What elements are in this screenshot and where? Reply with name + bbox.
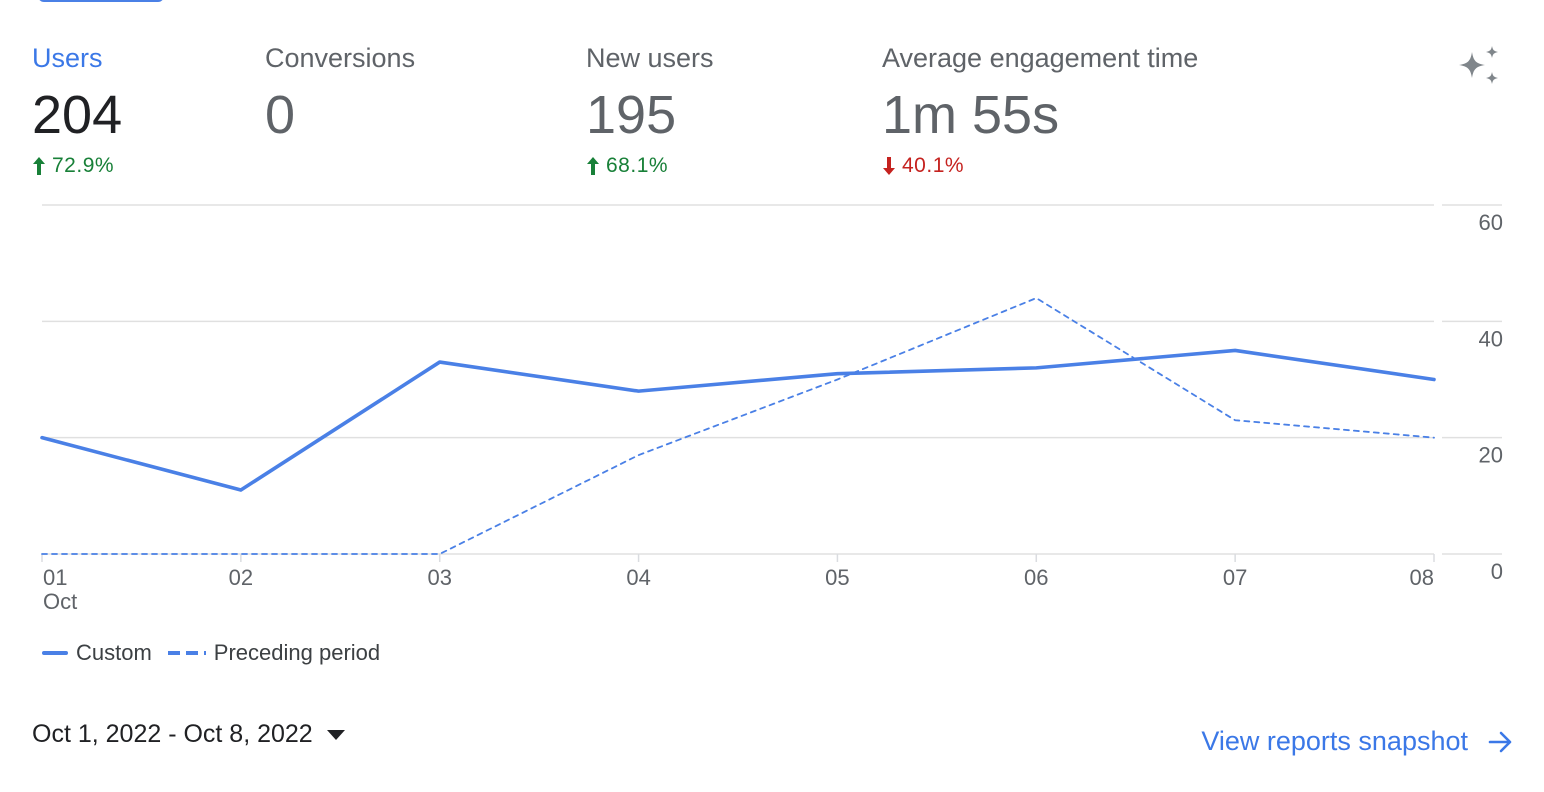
x-tick-label: 06 bbox=[1024, 565, 1048, 590]
x-tick-label: 08 bbox=[1410, 565, 1434, 590]
y-tick-label: 60 bbox=[1479, 210, 1503, 235]
date-range-label: Oct 1, 2022 - Oct 8, 2022 bbox=[32, 720, 313, 748]
metric-tab-avg-engagement-time[interactable]: Average engagement time 1m 55s 40.1% bbox=[882, 40, 1198, 180]
legend-swatch-dashed bbox=[167, 651, 206, 655]
arrow-right-icon bbox=[1488, 731, 1512, 752]
metric-delta-value: 72.9% bbox=[52, 154, 115, 177]
metric-label: Conversions bbox=[265, 43, 416, 73]
x-tick-label: 01 bbox=[43, 565, 67, 590]
metric-tab-new-users[interactable]: New users 195 68.1% bbox=[586, 40, 714, 180]
y-tick-label: 40 bbox=[1479, 326, 1503, 351]
metric-label: Users bbox=[32, 43, 103, 73]
x-tick-label: 04 bbox=[626, 565, 650, 590]
metric-delta: 40.1% bbox=[882, 152, 1198, 180]
metric-label: New users bbox=[586, 43, 714, 73]
arrow-up-icon bbox=[33, 157, 45, 175]
metric-value: 1m 55s bbox=[882, 85, 1060, 145]
legend-label: Custom bbox=[76, 640, 152, 665]
users-line-chart: 0 20 40 60 01 02 03 04 05 06 07 08 Oct bbox=[0, 190, 1544, 630]
chart-svg: 0 20 40 60 01 02 03 04 05 06 07 08 Oct bbox=[40, 204, 1503, 614]
legend-label: Preceding period bbox=[213, 640, 381, 665]
metric-value: 204 bbox=[32, 85, 123, 145]
metric-tab-conversions[interactable]: Conversions 0 bbox=[265, 40, 415, 148]
y-tick-label: 0 bbox=[1491, 559, 1503, 584]
arrow-up-icon bbox=[587, 157, 599, 175]
arrow-down-icon bbox=[883, 157, 895, 175]
sparkle-icon[interactable] bbox=[1454, 44, 1506, 90]
x-tick-label: 02 bbox=[229, 565, 253, 590]
x-axis-month-label: Oct bbox=[43, 589, 77, 614]
x-tick-label: 05 bbox=[825, 565, 849, 590]
metric-delta: 68.1% bbox=[586, 152, 714, 180]
chart-legend: Custom Preceding period bbox=[42, 640, 396, 666]
metric-delta: 72.9% bbox=[32, 152, 122, 180]
metric-value: 0 bbox=[265, 85, 296, 145]
metric-delta-value: 40.1% bbox=[902, 154, 965, 177]
x-tick-label: 07 bbox=[1223, 565, 1247, 590]
legend-item-preceding-period: Preceding period bbox=[167, 640, 381, 666]
view-reports-snapshot-link[interactable]: View reports snapshot bbox=[1201, 726, 1514, 757]
date-range-selector[interactable]: Oct 1, 2022 - Oct 8, 2022 bbox=[32, 720, 345, 749]
legend-swatch-solid bbox=[42, 651, 68, 655]
caret-down-icon bbox=[326, 729, 345, 740]
metric-tab-users[interactable]: Users 204 72.9% bbox=[32, 40, 122, 180]
top-tab-indicator bbox=[38, 0, 164, 2]
metric-delta-value: 68.1% bbox=[606, 154, 669, 177]
series-line-preceding-period bbox=[41, 297, 1435, 555]
x-tick-label: 03 bbox=[427, 565, 451, 590]
metric-value: 195 bbox=[586, 85, 677, 145]
view-reports-label: View reports snapshot bbox=[1201, 726, 1468, 756]
series-line-custom bbox=[40, 348, 1436, 492]
y-tick-label: 20 bbox=[1479, 443, 1503, 468]
metric-label: Average engagement time bbox=[882, 43, 1199, 73]
legend-item-custom: Custom bbox=[42, 640, 152, 666]
